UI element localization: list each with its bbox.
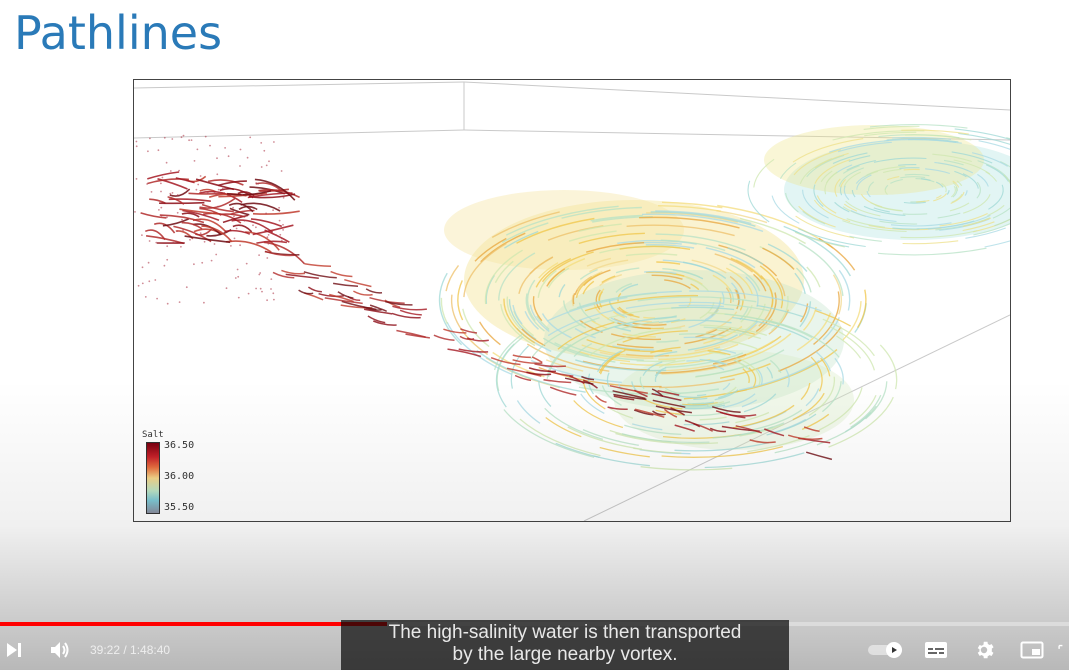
page-title: Pathlines xyxy=(14,6,223,60)
colorbar-title: Salt xyxy=(142,430,164,440)
subtitles-button[interactable] xyxy=(922,636,950,664)
next-icon xyxy=(7,643,21,657)
subtitles-icon xyxy=(925,642,947,658)
autoplay-toggle[interactable] xyxy=(868,642,902,658)
colorbar-gradient xyxy=(146,442,160,514)
pathlines-visualization: Salt 36.50 36.00 35.50 xyxy=(133,79,1011,522)
caption-box: The high-salinity water is then transpor… xyxy=(341,620,789,670)
caption-line-2: by the large nearby vortex. xyxy=(452,644,678,665)
player-controls: 39:22 / 1:48:40 xyxy=(0,630,1069,670)
caption-line-1: The high-salinity water is then transpor… xyxy=(388,622,742,643)
next-button[interactable] xyxy=(0,636,28,664)
colorbar-min-label: 35.50 xyxy=(164,502,195,513)
colorbar-max-label: 36.50 xyxy=(164,440,195,451)
colorbar-mid-label: 36.00 xyxy=(164,471,195,482)
miniplayer-button[interactable] xyxy=(1018,636,1046,664)
volume-button[interactable] xyxy=(46,636,74,664)
pathlines-render xyxy=(134,81,1010,521)
volume-icon xyxy=(51,642,69,658)
autoplay-track xyxy=(868,645,902,655)
time-display: 39:22 / 1:48:40 xyxy=(90,643,171,657)
salt-colorbar: Salt 36.50 36.00 35.50 xyxy=(142,430,222,515)
progress-played xyxy=(0,622,387,626)
fullscreen-icon xyxy=(1058,644,1063,649)
miniplayer-icon xyxy=(1020,641,1044,659)
autoplay-toggle-icon xyxy=(886,642,902,658)
fullscreen-button[interactable] xyxy=(1058,636,1069,664)
settings-button[interactable] xyxy=(970,636,998,664)
gear-icon xyxy=(977,641,994,659)
